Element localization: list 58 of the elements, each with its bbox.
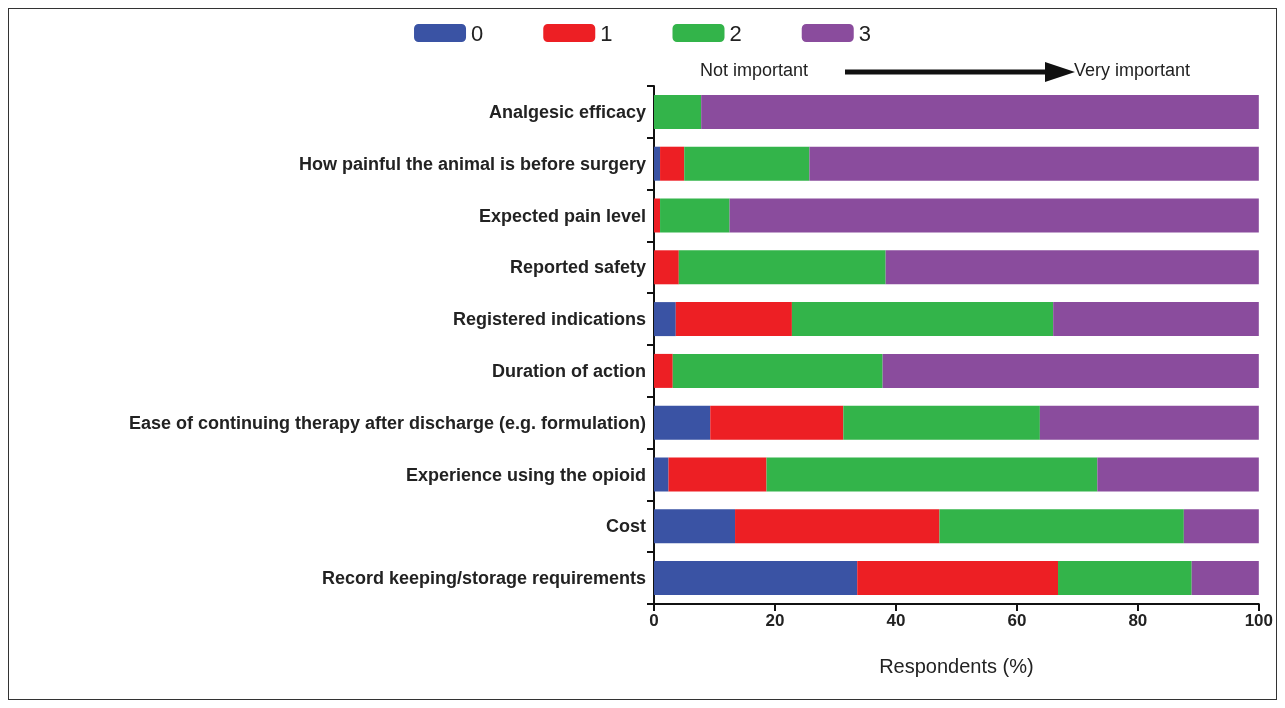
bar — [791, 302, 1054, 337]
x-tick-label: 20 — [765, 611, 785, 630]
bar — [1097, 457, 1259, 492]
legend-label: 0 — [471, 20, 484, 46]
y-tick-label: Ease of continuing therapy after discharge (e.g. formulation) — [128, 412, 646, 433]
bar — [1053, 302, 1259, 337]
x-tick-label: 60 — [1007, 611, 1027, 630]
bar — [1039, 405, 1259, 440]
x-axis-title: Respondents (%) — [879, 655, 1034, 677]
bar — [701, 94, 1259, 129]
bar — [660, 146, 685, 181]
x-tick-label: 100 — [1244, 611, 1274, 630]
bar — [654, 509, 736, 544]
bar — [672, 353, 883, 388]
y-tick-label: Cost — [606, 516, 646, 537]
bar — [882, 353, 1259, 388]
bar — [678, 250, 886, 285]
x-tick-label: 40 — [886, 611, 906, 630]
bar — [654, 146, 661, 181]
y-tick-label: Experience using the opioid — [405, 464, 646, 485]
bar — [1183, 509, 1259, 544]
bar — [885, 250, 1259, 285]
bar — [1191, 561, 1259, 596]
y-tick-label: Record keeping/storage requirements — [321, 568, 646, 589]
legend-label: 2 — [729, 20, 742, 46]
x-tick-label: 0 — [649, 611, 659, 630]
y-tick-label: Expected pain level — [478, 205, 646, 226]
bar — [660, 198, 730, 233]
bar — [729, 198, 1259, 233]
legend-label: 3 — [858, 20, 871, 46]
bar — [766, 457, 1098, 492]
bar — [684, 146, 810, 181]
bar — [654, 198, 661, 233]
bar — [668, 457, 767, 492]
bar — [939, 509, 1184, 544]
bar — [710, 405, 844, 440]
y-tick-label: Analgesic efficacy — [488, 101, 646, 122]
y-tick-label: How painful the animal is before surgery — [298, 153, 646, 174]
bar — [654, 561, 858, 596]
bar — [654, 353, 673, 388]
bar — [654, 94, 702, 129]
text: Very important — [1074, 60, 1191, 80]
bar — [654, 302, 676, 337]
bar — [654, 405, 711, 440]
bar — [809, 146, 1259, 181]
y-tick-label: Reported safety — [509, 257, 646, 278]
bar — [654, 457, 669, 492]
bar — [857, 561, 1059, 596]
y-tick-label: Duration of action — [492, 360, 646, 381]
bar — [843, 405, 1040, 440]
legend-label: 1 — [600, 20, 613, 46]
bar — [735, 509, 940, 544]
bar — [654, 250, 679, 285]
x-tick-label: 80 — [1128, 611, 1148, 630]
bar — [675, 302, 792, 337]
text: Not important — [700, 60, 809, 80]
bar — [1058, 561, 1192, 596]
y-tick-label: Registered indications — [452, 309, 646, 330]
